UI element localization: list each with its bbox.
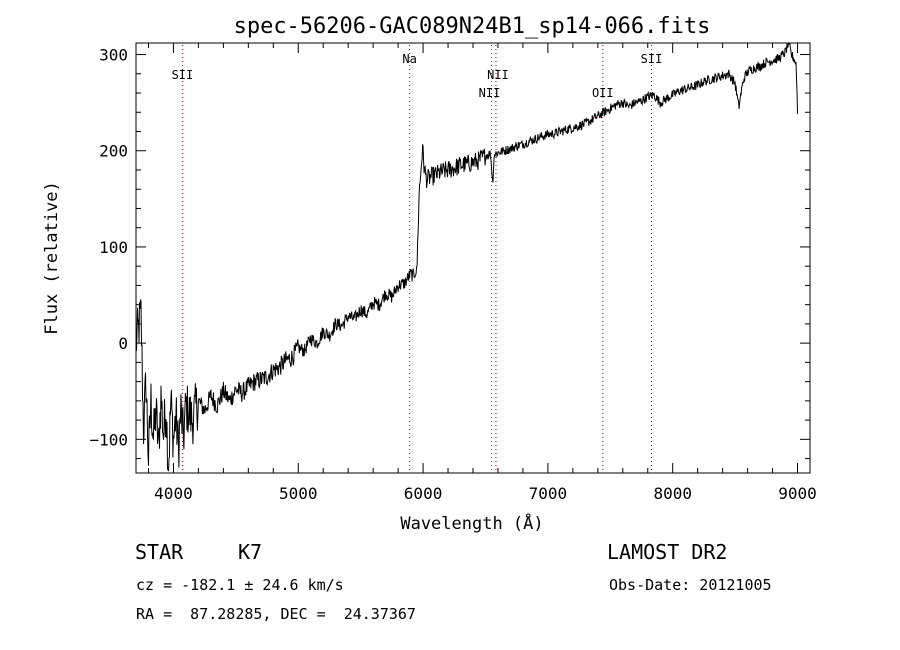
x-axis-label: Wavelength (Å) [400, 512, 543, 534]
sky-coordinates: RA = 87.28285, DEC = 24.37367 [136, 605, 416, 623]
emission-line-label: SII [641, 52, 663, 66]
x-axis: 4000 5000 6000 7000 8000 9000 [147, 43, 817, 503]
spectrum-line [135, 42, 798, 472]
y-axis: −100 0 100 200 300 [89, 46, 810, 460]
emission-line-label: NII [487, 68, 509, 82]
plot-frame [135, 42, 811, 474]
y-tick-label: 100 [99, 238, 128, 257]
x-tick-label: 7000 [529, 484, 568, 503]
redshift-velocity: cz = -182.1 ± 24.6 km/s [136, 576, 344, 594]
object-subclass: K7 [238, 540, 263, 564]
y-tick-label: 0 [118, 334, 128, 353]
y-tick-label: 200 [99, 142, 128, 161]
y-tick-label: −100 [89, 430, 128, 449]
emission-line-labels: SII Na NII NII OII SII [172, 52, 663, 100]
emission-line-label: NII [479, 86, 501, 100]
x-tick-label: 5000 [279, 484, 318, 503]
x-tick-label: 8000 [653, 484, 692, 503]
emission-line-label: SII [172, 68, 194, 82]
emission-line-label: OII [592, 86, 614, 100]
emission-lines [181, 45, 652, 471]
survey-name: LAMOST DR2 [607, 540, 728, 564]
observation-date: Obs-Date: 20121005 [609, 576, 772, 594]
chart-title: spec-56206-GAC089N24B1_sp14-066.fits [234, 14, 711, 39]
x-tick-label: 9000 [778, 484, 817, 503]
x-tick-label: 6000 [404, 484, 443, 503]
emission-line-label: Na [402, 52, 416, 66]
y-tick-label: 300 [99, 46, 128, 65]
y-axis-label: Flux (relative) [42, 181, 62, 335]
x-tick-label: 4000 [154, 484, 193, 503]
object-class: STAR [135, 540, 184, 564]
